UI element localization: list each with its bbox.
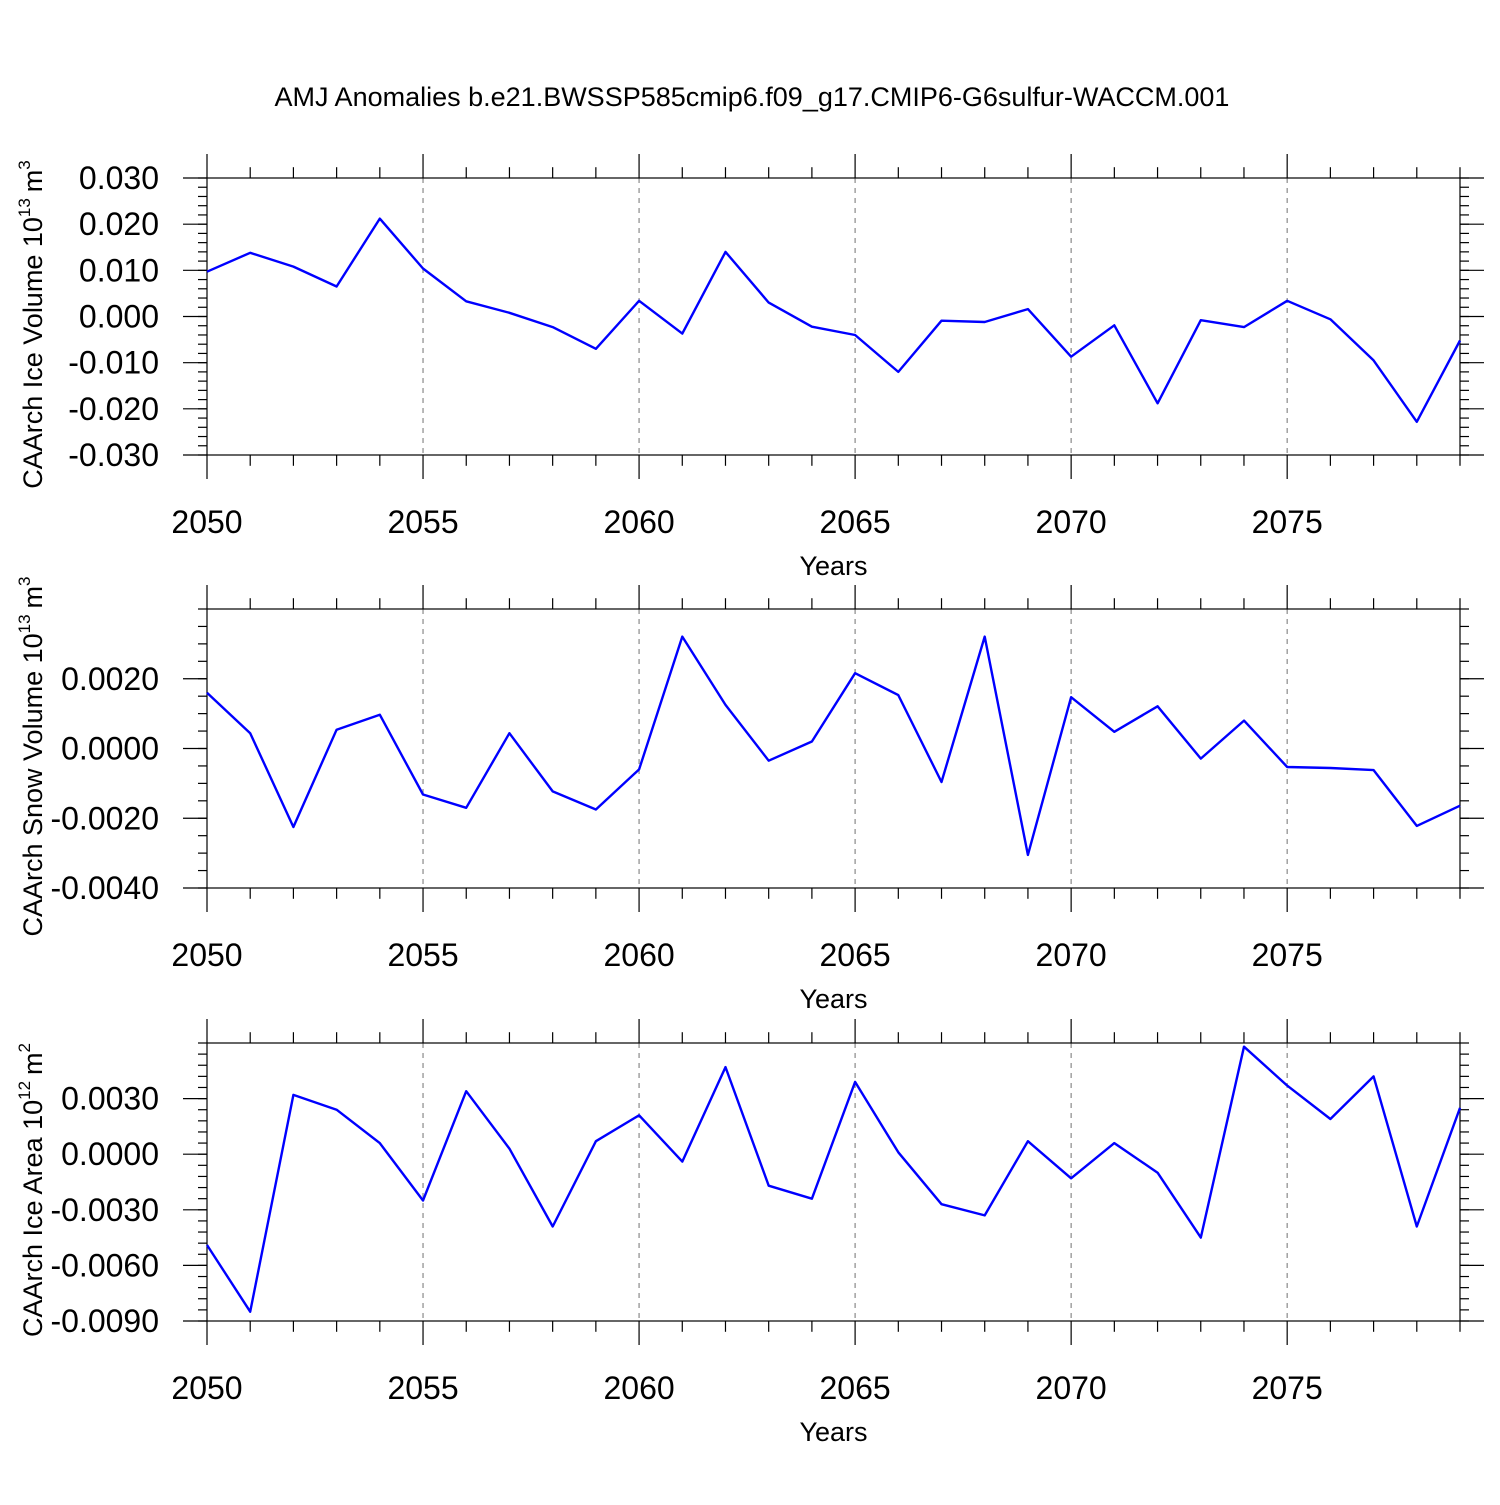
x-tick-label: 2060 <box>603 504 674 540</box>
y-tick-label: -0.0090 <box>50 1303 159 1339</box>
y-axis-label-exponent: 12 <box>15 1081 34 1100</box>
y-tick-label: -0.010 <box>68 345 159 381</box>
plot-frame <box>207 1043 1460 1321</box>
y-tick-label: -0.020 <box>68 391 159 427</box>
x-tick-label: 2065 <box>820 1370 891 1406</box>
x-axis-label: Years <box>799 984 867 1014</box>
y-tick-label: -0.0030 <box>50 1192 159 1228</box>
x-tick-label: 2060 <box>603 937 674 973</box>
y-tick-label: 0.0030 <box>61 1081 159 1117</box>
x-tick-label: 2050 <box>171 504 242 540</box>
x-tick-label: 2070 <box>1036 1370 1107 1406</box>
y-axis-label-text: CAArch Ice Volume 10 <box>18 217 48 489</box>
x-tick-label: 2075 <box>1252 504 1323 540</box>
y-tick-label: 0.010 <box>79 252 159 288</box>
x-tick-label: 2070 <box>1036 504 1107 540</box>
y-axis-label-exponent: 13 <box>15 198 34 217</box>
y-tick-label: -0.030 <box>68 437 159 473</box>
y-tick-label: 0.020 <box>79 206 159 242</box>
x-tick-label: 2075 <box>1252 937 1323 973</box>
y-axis-label-unit-exponent: 3 <box>15 160 34 169</box>
y-axis-label: CAArch Ice Volume 1013 m3 <box>15 160 48 489</box>
series-line <box>207 1047 1460 1312</box>
y-tick-label: -0.0040 <box>50 870 159 906</box>
y-axis-label-text: CAArch Ice Area 10 <box>18 1100 48 1337</box>
x-tick-label: 2075 <box>1252 1370 1323 1406</box>
series-line <box>207 219 1460 422</box>
x-tick-label: 2060 <box>603 1370 674 1406</box>
panel-2: 2050 2055 2060 2065 2070 2075 Years -0.0040 -0.0… <box>15 576 1484 1014</box>
y-axis-label-unit-exponent: 2 <box>15 1043 34 1052</box>
series-line <box>207 637 1460 855</box>
y-axis-label-unit: m <box>18 586 48 609</box>
y-tick-label: -0.0020 <box>50 800 159 836</box>
y-axis-label-unit: m <box>18 170 48 193</box>
x-tick-label: 2055 <box>387 937 458 973</box>
y-tick-label: 0.030 <box>79 160 159 196</box>
x-tick-label: 2065 <box>820 937 891 973</box>
x-tick-label: 2050 <box>171 1370 242 1406</box>
y-tick-label: 0.0020 <box>61 661 159 697</box>
chart-title: AMJ Anomalies b.e21.BWSSP585cmip6.f09_g1… <box>275 82 1230 112</box>
panel-3: 2050 2055 2060 2065 2070 2075 Years -0.0090 -0.0… <box>15 1019 1484 1447</box>
x-tick-label: 2065 <box>820 504 891 540</box>
y-tick-label: 0.0000 <box>61 1136 159 1172</box>
y-axis-label: CAArch Ice Area 1012 m2 <box>15 1043 48 1337</box>
y-axis-label-unit: m <box>18 1052 48 1075</box>
x-axis-label: Years <box>799 551 867 581</box>
x-axis-label: Years <box>799 1417 867 1447</box>
plot-frame <box>207 609 1460 888</box>
y-axis-label-unit-exponent: 3 <box>15 576 34 585</box>
y-axis-label: CAArch Snow Volume 1013 m3 <box>15 576 48 936</box>
y-axis-label-text: CAArch Snow Volume 10 <box>18 633 48 936</box>
y-tick-label: -0.0060 <box>50 1247 159 1283</box>
x-tick-label: 2050 <box>171 937 242 973</box>
y-tick-label: 0.0000 <box>61 731 159 767</box>
x-tick-label: 2055 <box>387 1370 458 1406</box>
plot-frame <box>207 178 1460 455</box>
y-tick-label: 0.000 <box>79 299 159 335</box>
x-tick-label: 2055 <box>387 504 458 540</box>
y-axis-label-exponent: 13 <box>15 614 34 633</box>
panel-1: 2050 2055 2060 2065 2070 2075 Years -0.030 -0.02… <box>15 154 1484 581</box>
x-tick-label: 2070 <box>1036 937 1107 973</box>
